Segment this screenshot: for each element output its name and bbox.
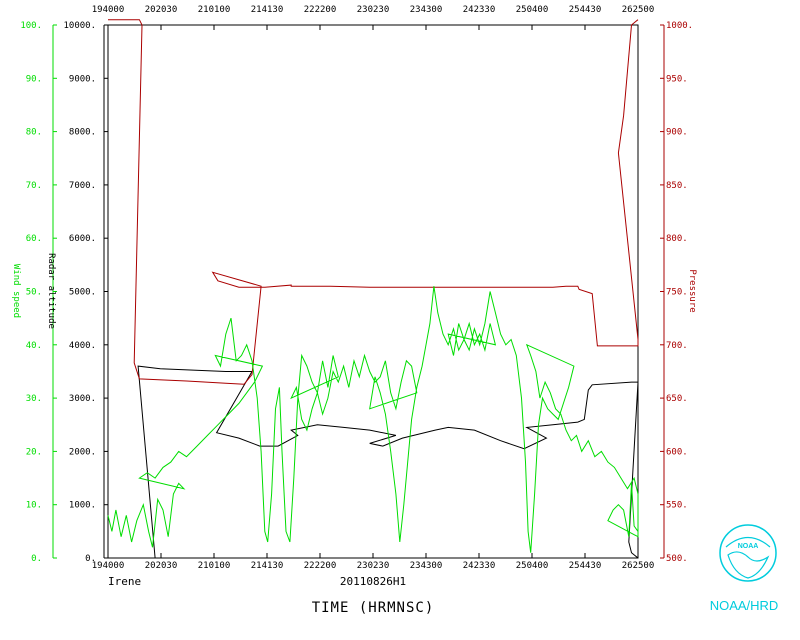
x-tick-label-bottom: 222200 xyxy=(304,561,337,571)
alt-tick-label: 7000. xyxy=(69,181,96,191)
alt-tick-label: 9000. xyxy=(69,74,96,84)
pres-tick-label: 750. xyxy=(666,288,688,298)
x-tick-label-bottom: 202030 xyxy=(145,561,178,571)
noaa-logo-arc xyxy=(725,536,771,548)
pres-tick-label: 700. xyxy=(666,341,688,351)
x-tick-label-top: 214130 xyxy=(251,5,284,15)
pressure-axis-title: Pressure xyxy=(687,269,697,312)
x-tick-label-top: 230230 xyxy=(357,5,390,15)
pres-tick-label: 500. xyxy=(666,554,688,564)
x-tick-label-bottom: 230230 xyxy=(357,561,390,571)
noaa-logo-ring xyxy=(719,524,777,582)
wind-tick-label: 60. xyxy=(26,234,42,244)
alt-tick-label: 2000. xyxy=(69,447,96,457)
alt-tick-label: 8000. xyxy=(69,128,96,138)
altitude-axis-title: Radar altitude xyxy=(46,253,56,329)
wind-tick-label: 90. xyxy=(26,74,42,84)
wind-tick-label: 30. xyxy=(26,394,42,404)
alt-tick-label: 10000. xyxy=(63,21,96,31)
ticks-layer: 194000 194000 202030 202030 210100 210100 2141… xyxy=(20,5,693,571)
pres-tick-label: 900. xyxy=(666,128,688,138)
pres-tick-label: 550. xyxy=(666,501,688,511)
noaa-hrd-label: NOAA/HRD xyxy=(710,598,779,613)
x-tick-label-bottom: 262500 xyxy=(622,561,655,571)
plot-frame xyxy=(107,24,639,559)
x-tick-label-bottom: 254430 xyxy=(569,561,602,571)
flight-id-label: 20110826H1 xyxy=(340,575,406,588)
x-tick-label-bottom: 242330 xyxy=(463,561,496,571)
x-tick-label-top: 234300 xyxy=(410,5,443,15)
wind-tick-label: 70. xyxy=(26,181,42,191)
x-tick-label-top: 194000 xyxy=(92,5,125,15)
noaa-logo: NOAA NOAA/HRD xyxy=(710,524,779,613)
x-tick-label-top: 250400 xyxy=(516,5,549,15)
x-tick-label-bottom: 214130 xyxy=(251,561,284,571)
alt-tick-label: 1000. xyxy=(69,501,96,511)
x-tick-label-top: 254430 xyxy=(569,5,602,15)
pres-tick-label: 800. xyxy=(666,234,688,244)
x-tick-label-top: 202030 xyxy=(145,5,178,15)
alt-tick-label: 6000. xyxy=(69,234,96,244)
x-tick-label-top: 210100 xyxy=(198,5,231,15)
wind-tick-label: 80. xyxy=(26,128,42,138)
pres-tick-label: 650. xyxy=(666,394,688,404)
x-tick-label-bottom: 210100 xyxy=(198,561,231,571)
wind-series-line xyxy=(107,286,639,553)
alt-tick-label: 5000. xyxy=(69,288,96,298)
x-tick-label-top: 242330 xyxy=(463,5,496,15)
pres-series-line xyxy=(108,19,639,385)
x-tick-label-bottom: 234300 xyxy=(410,561,443,571)
series-layer xyxy=(107,19,639,559)
alt-tick-label: 3000. xyxy=(69,394,96,404)
x-tick-label-top: 262500 xyxy=(622,5,655,15)
wind-tick-label: 100. xyxy=(20,21,42,31)
wind-tick-label: 20. xyxy=(26,447,42,457)
pres-tick-label: 950. xyxy=(666,74,688,84)
wind-tick-label: 10. xyxy=(26,501,42,511)
pres-tick-label: 850. xyxy=(666,181,688,191)
wind-tick-label: 40. xyxy=(26,341,42,351)
wind-axis-title: Wind speed xyxy=(11,264,21,318)
noaa-logo-inner-text: NOAA xyxy=(738,543,759,550)
wind-tick-label: 50. xyxy=(26,288,42,298)
pres-tick-label: 1000. xyxy=(666,21,693,31)
alt-tick-label: 0. xyxy=(85,554,96,564)
x-tick-label-bottom: 250400 xyxy=(516,561,549,571)
alt-tick-label: 4000. xyxy=(69,341,96,351)
x-axis-title: TIME (HRMNSC) xyxy=(312,600,435,616)
alt-series-line xyxy=(108,365,639,559)
storm-name-label: Irene xyxy=(108,575,141,588)
pres-tick-label: 600. xyxy=(666,447,688,457)
x-tick-label-bottom: 194000 xyxy=(92,561,125,571)
noaa-logo-bird xyxy=(727,551,770,579)
wind-tick-label: 0. xyxy=(31,554,42,564)
x-tick-label-top: 222200 xyxy=(304,5,337,15)
